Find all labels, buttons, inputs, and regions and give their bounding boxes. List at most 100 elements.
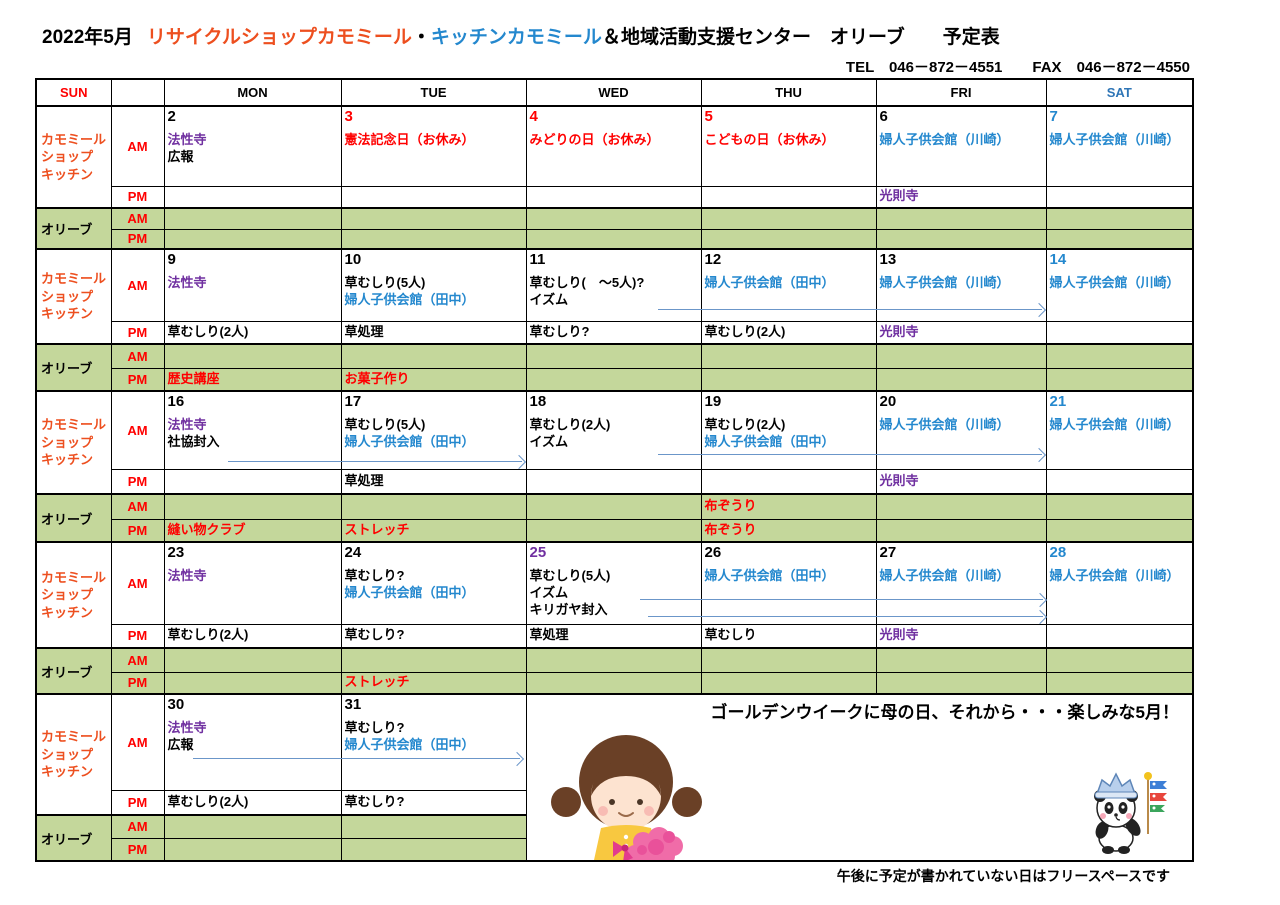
day-cell-pm [163,468,342,495]
section-label-chamomile: カモミール ショップ キッチン [35,248,112,345]
ampm-label: AM [110,390,165,470]
continuation-arrow [193,758,520,759]
am-entries: 婦人子供会館（川崎） [1050,275,1190,292]
week4-olive-am-row: オリーブ AM [35,647,1194,695]
olive-cell [875,671,1047,695]
continuation-arrow [658,309,1042,310]
day-cell-pm: 光則寺 [875,468,1047,495]
olive-cell [525,207,702,230]
section-label-chamomile: カモミール ショップ キッチン [35,390,112,495]
week3-pm-row: PM 草処理 光則寺 [36,468,1194,495]
day-cell: 4 みどりの日（お休み） [525,105,702,187]
ampm-label: AM [110,105,165,187]
olive-cell [525,671,702,695]
day-cell-pm [1045,623,1194,649]
date-number: 16 [167,393,185,410]
day-cell: 18 草むしり(2人) イズム [525,390,702,470]
week2-olive-am-row: オリーブ AM [35,343,1194,392]
date-number: 7 [1049,108,1058,125]
schedule-entry: 婦人子供会館（田中） [704,274,835,290]
olive-cell: 布ぞうり [700,518,877,543]
am-entries: 法性寺 社協封入 [168,417,338,451]
olive-cell [875,207,1047,230]
olive-cell [875,647,1047,673]
day-cell: 3 憲法記念日（お休み） [340,105,527,187]
olive-cell [700,671,877,695]
olive-cell [340,493,527,520]
schedule-entry: 光則寺 [879,188,919,204]
am-entries: 法性寺 [168,568,338,585]
schedule-entry: 婦人子供会館（田中） [344,736,475,752]
am-entries: 草むしり( ～5人)? イズム [530,275,698,309]
weekday-header-row: SUN MON TUE WED THU FRI SAT [35,78,1194,107]
am-entries: 法性寺 広報 [168,720,338,754]
section-label-olive: オリーブ [35,343,112,392]
date-number: 20 [879,393,897,410]
schedule-entry: 草むしり? [344,793,405,809]
ampm-label: AM [110,647,165,673]
week2-olive-pm-row: PM 歴史講座 お菓子作り [36,367,1194,392]
day-header-mon: MON [163,78,342,107]
ampm-label: AM [110,207,165,230]
day-cell: 19 草むしり(2人) 婦人子供会館（田中） [700,390,877,470]
olive-cell: 縫い物クラブ [163,518,342,543]
schedule-entry: みどりの日（お休み） [529,131,660,147]
schedule-entry: 草むしり [704,627,757,643]
olive-cell [525,493,702,520]
day-cell: 14 婦人子供会館（川崎） [1045,248,1194,322]
panda-koinobori-illustration [1094,772,1167,854]
am-entries: 婦人子供会館（川崎） [1050,417,1190,434]
am-entries: 婦人子供会館（川崎） [1050,132,1190,149]
schedule-entry: 草むしり(5人) [344,274,426,290]
am-entries: 草むしり? 婦人子供会館（田中） [345,720,523,754]
schedule-table: SUN MON TUE WED THU FRI SAT カモミール ショップ キ… [35,78,1194,862]
week4-am-row: カモミール ショップ キッチン AM 23 法性寺 24 草むしり? 婦人子供会館（田… [35,541,1194,649]
schedule-entry: ストレッチ [344,521,410,537]
week2-am-row: カモミール ショップ キッチン AM 9 法性寺 10 草むしり(5人) 婦人子供会館… [35,248,1194,345]
day-cell-pm [1045,320,1194,345]
schedule-entry: 婦人子供会館（川崎） [879,131,1010,147]
olive-cell [525,647,702,673]
day-header-wed: WED [525,78,702,107]
date-number: 3 [344,108,353,125]
date-number: 23 [167,544,185,561]
date-number: 27 [879,544,897,561]
week3-olive-am-row: オリーブ AM 布ぞうり [35,493,1194,543]
olive-cell [1045,228,1194,250]
olive-cell [700,228,877,250]
schedule-entry: 法性寺 [167,274,207,290]
schedule-entry: キリガヤ封入 [529,601,608,617]
date-number: 14 [1049,251,1067,268]
olive-cell [163,647,342,673]
tel-number: TEL 046－872－4551 [845,59,1003,76]
may-message: ゴールデンウイークに母の日、それから・・・楽しみな5月！ [710,703,1179,722]
day-cell-pm [340,185,527,209]
schedule-entry: 婦人子供会館（川崎） [879,416,1010,432]
week1-pm-row: PM 光則寺 [36,185,1194,209]
schedule-entry: 光則寺 [879,627,919,643]
ampm-label: PM [110,518,165,543]
date-number: 28 [1049,544,1067,561]
schedule-entry: ストレッチ [344,674,410,690]
day-cell-pm [525,468,702,495]
olive-cell: 歴史講座 [163,367,342,392]
ampm-label: PM [110,185,165,209]
olive-cell [875,493,1047,520]
day-cell: 13 婦人子供会館（川崎） [875,248,1047,322]
girl-with-flowers-illustration [550,735,702,860]
ampm-label: AM [110,248,165,322]
schedule-entry: 草むしり(2人) [167,793,249,809]
date-number: 26 [704,544,722,561]
schedule-entry: 草むしり? [344,719,405,735]
olive-cell [163,207,342,230]
day-cell: 20 婦人子供会館（川崎） [875,390,1047,470]
day-cell-pm: 草むしり? [340,623,527,649]
olive-cell [875,343,1047,369]
am-entries: 草むしり(5人) イズム キリガヤ封入 [530,568,698,619]
schedule-entry: 広報 [167,736,194,752]
day-header-sat: SAT [1045,78,1194,107]
am-entries: 草むしり(2人) イズム [530,417,698,451]
week4-olive-pm-row: PM ストレッチ [36,671,1194,695]
day-cell: 12 婦人子供会館（田中） [700,248,877,322]
